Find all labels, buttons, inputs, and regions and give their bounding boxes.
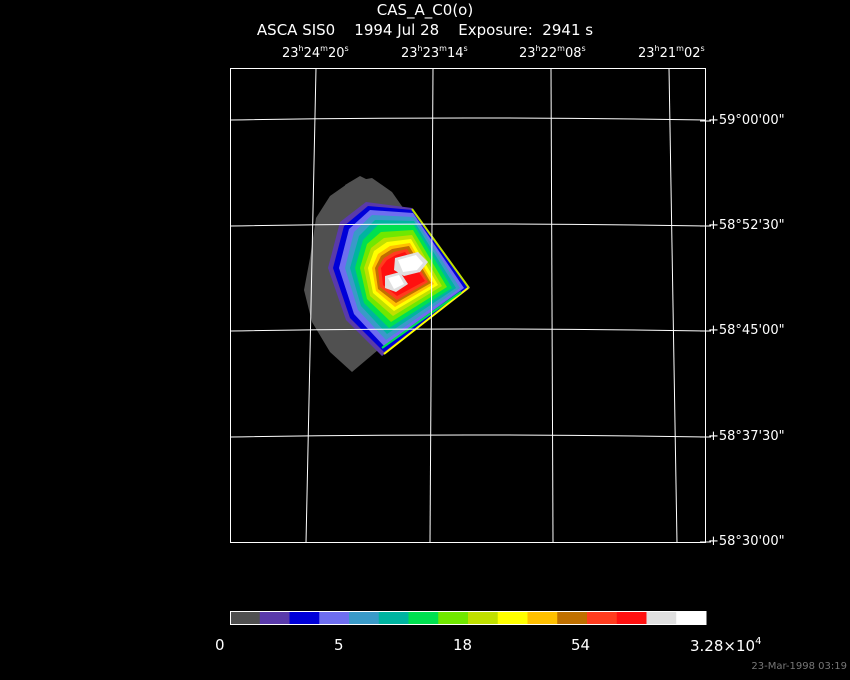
- detector-edge: [383, 287, 469, 355]
- ra-tick-label: 23h24m20s: [282, 44, 349, 61]
- instrument-label: ASCA SIS0: [256, 21, 336, 39]
- image-subtitle: ASCA SIS0 1994 Jul 28 Exposure: 2941 s: [0, 21, 850, 39]
- colorbar-segment: [438, 611, 469, 625]
- timestamp-footer: 23-Mar-1998 03:19: [751, 661, 847, 672]
- colorbar-segment: [408, 611, 439, 625]
- colorbar-segment: [527, 611, 558, 625]
- dec-tick-label: +58°52'30": [708, 218, 785, 233]
- colorbar-max-label: 3.28×104: [690, 636, 762, 655]
- colorbar-segment: [646, 611, 677, 625]
- colorbar-label: 18: [453, 636, 473, 654]
- colorbar-segment: [259, 611, 290, 625]
- detector-edge: [381, 291, 462, 349]
- ra-tick-label: 23h21m02s: [638, 44, 705, 61]
- dec-ticks: [700, 120, 711, 543]
- colorbar-segment: [676, 611, 707, 625]
- colorbar-segment: [587, 611, 618, 625]
- ra-grid-line: [429, 67, 434, 544]
- dec-tick-label: +59°00'00": [708, 113, 785, 128]
- colorbar-label: 54: [571, 636, 591, 654]
- source-emission-map: [304, 176, 470, 372]
- colorbar: [230, 611, 707, 625]
- exposure-label: Exposure: 2941 s: [458, 21, 594, 39]
- ra-grid-line: [550, 67, 554, 544]
- emission-level-0: [345, 176, 372, 194]
- dec-tick-label: +58°30'00": [708, 534, 785, 549]
- dec-grid-line: [229, 117, 707, 121]
- colorbar-segment: [289, 611, 320, 625]
- colorbar-segment: [319, 611, 350, 625]
- detector-edge: [411, 208, 470, 289]
- ra-grid-line: [668, 67, 678, 544]
- dec-grid-line: [229, 223, 707, 227]
- coordinate-grid: [229, 67, 707, 544]
- dec-tick-label: +58°37'30": [708, 429, 785, 444]
- dec-grid-line: [229, 328, 707, 332]
- colorbar-segment: [557, 611, 588, 625]
- emission-peak: [398, 255, 423, 272]
- ra-tick-label: 23h22m08s: [519, 44, 586, 61]
- colorbar-label: 5: [334, 636, 344, 654]
- plot-frame: [230, 68, 706, 543]
- dec-grid-line: [229, 434, 707, 438]
- dec-tick-label: +58°45'00": [708, 323, 785, 338]
- colorbar-frame: [230, 611, 706, 625]
- observation-date: 1994 Jul 28: [354, 21, 440, 39]
- ra-tick-label: 23h23m14s: [401, 44, 468, 61]
- colorbar-segment: [349, 611, 380, 625]
- emission-peak: [388, 275, 404, 289]
- colorbar-segment: [468, 611, 499, 625]
- image-title: CAS_A_C0(o): [376, 1, 474, 19]
- colorbar-segment: [230, 611, 261, 625]
- colorbar-segment: [616, 611, 647, 625]
- colorbar-segment: [497, 611, 528, 625]
- colorbar-segment: [378, 611, 409, 625]
- colorbar-label: 0: [215, 636, 225, 654]
